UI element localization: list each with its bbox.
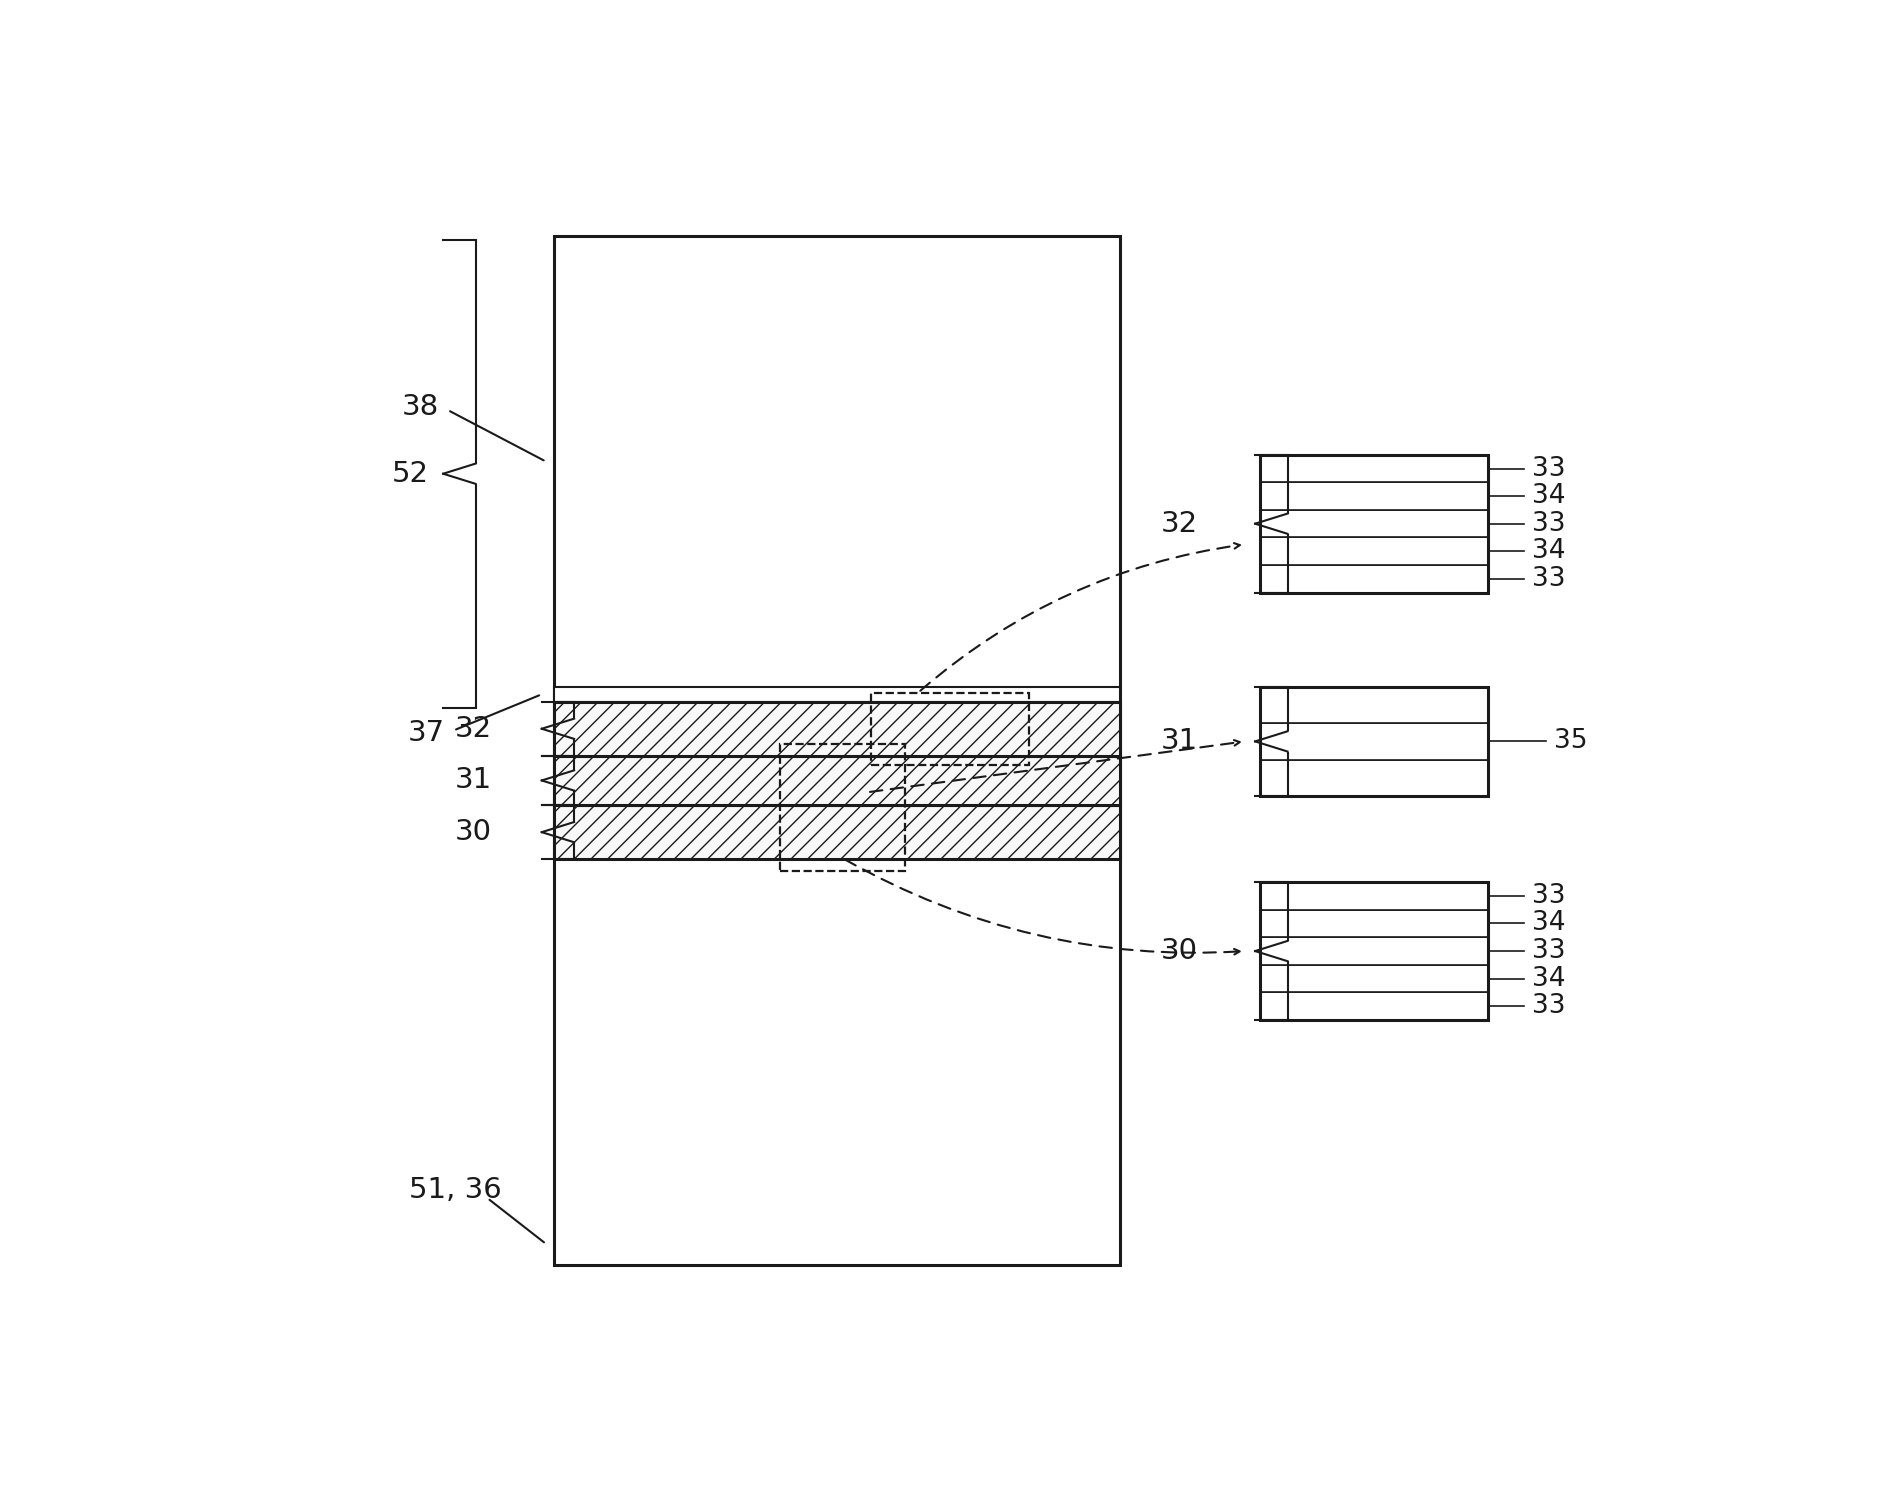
Text: 38: 38 [402, 392, 438, 421]
Bar [1260, 686, 1488, 795]
Bar [1260, 724, 1488, 759]
Bar [1260, 882, 1488, 1021]
Text: 32: 32 [1162, 510, 1198, 537]
Text: 32: 32 [456, 715, 492, 743]
Bar [1260, 565, 1488, 592]
Text: 33: 33 [1532, 510, 1566, 537]
Text: 33: 33 [1532, 565, 1566, 592]
Bar [554, 806, 1120, 859]
Bar [554, 701, 1120, 756]
Text: 51, 36: 51, 36 [410, 1176, 503, 1204]
Bar [1260, 882, 1488, 910]
Bar [1260, 482, 1488, 510]
Bar [1260, 510, 1488, 537]
Text: 30: 30 [1162, 937, 1198, 965]
Bar [780, 745, 905, 871]
Bar [1260, 455, 1488, 482]
Bar [1260, 965, 1488, 992]
Bar [1260, 910, 1488, 937]
Bar [1260, 686, 1488, 724]
Bar [554, 686, 1120, 701]
Bar [554, 236, 1120, 1265]
Text: 33: 33 [1532, 938, 1566, 964]
Bar [554, 756, 1120, 806]
Text: 31: 31 [454, 767, 492, 794]
Text: 31: 31 [1160, 728, 1198, 755]
Text: 33: 33 [1532, 883, 1566, 909]
Text: 34: 34 [1532, 483, 1566, 509]
Bar [871, 692, 1029, 765]
Bar [1260, 759, 1488, 795]
Bar [1260, 992, 1488, 1021]
Text: 52: 52 [391, 460, 429, 488]
Bar [1260, 537, 1488, 565]
Text: 33: 33 [1532, 994, 1566, 1019]
Text: 34: 34 [1532, 910, 1566, 937]
Text: 35: 35 [1554, 728, 1587, 755]
Text: 37: 37 [408, 719, 444, 747]
Text: 33: 33 [1532, 455, 1566, 482]
Text: 34: 34 [1532, 965, 1566, 992]
Bar [1260, 455, 1488, 592]
Text: 30: 30 [456, 818, 492, 846]
Text: 34: 34 [1532, 539, 1566, 564]
Bar [1260, 937, 1488, 965]
